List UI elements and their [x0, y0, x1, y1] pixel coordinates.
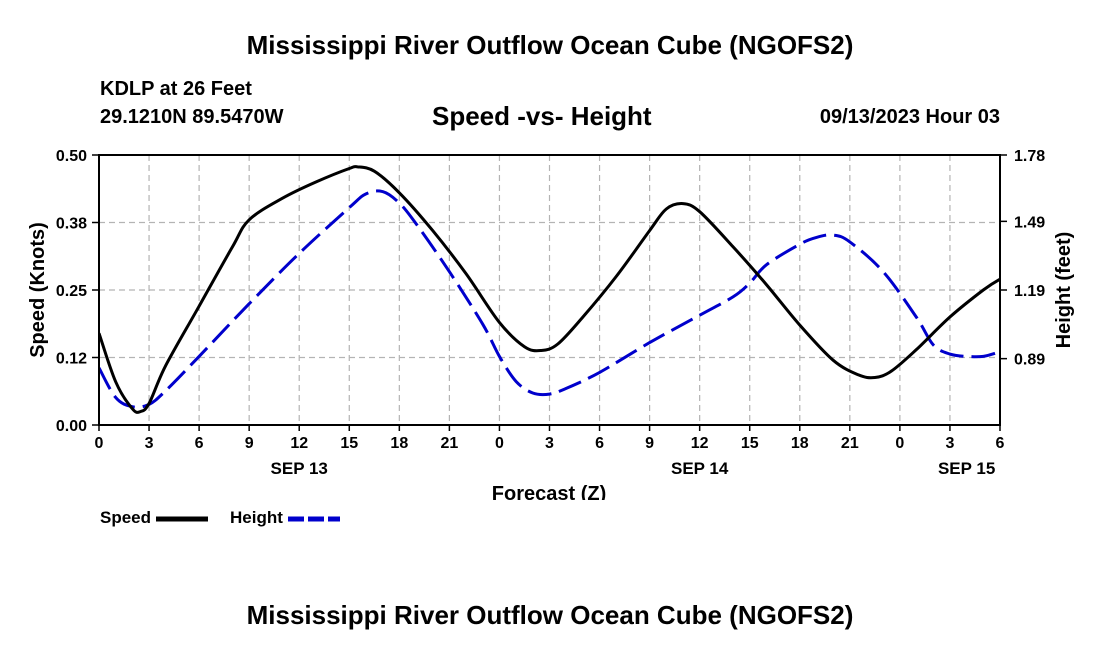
y-axis-label-left: Speed (Knots) [27, 222, 49, 358]
y-tick-label-right: 1.49 [1014, 214, 1045, 231]
y-tick-label-left: 0.00 [56, 418, 87, 435]
y-tick-label-left: 0.38 [56, 216, 87, 233]
station-coordinates: 29.1210N 89.5470W [100, 106, 284, 128]
date-label: SEP 15 [938, 459, 995, 478]
y-tick-label-left: 0.25 [56, 283, 87, 300]
x-axis-label: Forecast (Z) [492, 483, 606, 500]
x-tick-label: 12 [691, 435, 709, 452]
legend-height-swatch [287, 516, 340, 522]
y-tick-label-left: 0.50 [56, 148, 87, 165]
y-tick-label-right: 1.19 [1014, 283, 1045, 300]
legend-speed: Speed [100, 508, 208, 528]
x-tick-label: 18 [791, 435, 809, 452]
x-tick-label: 3 [945, 435, 954, 452]
x-tick-label: 9 [245, 435, 254, 452]
x-tick-label: 6 [996, 435, 1005, 452]
date-label: SEP 13 [271, 459, 328, 478]
speed-series-line [99, 165, 1000, 414]
x-tick-label: 0 [895, 435, 904, 452]
x-tick-label: 9 [645, 435, 654, 452]
x-tick-label: 6 [195, 435, 204, 452]
x-tick-label: 12 [290, 435, 308, 452]
date-label: SEP 14 [671, 459, 729, 478]
x-tick-label: 15 [741, 435, 759, 452]
grid-lines [99, 154, 1000, 425]
x-tick-label: 0 [495, 435, 504, 452]
x-tick-label: 3 [145, 435, 154, 452]
x-tick-label: 3 [545, 435, 554, 452]
chart-main-title-repeat: Mississippi River Outflow Ocean Cube (NG… [246, 600, 854, 630]
data-series [99, 165, 1000, 414]
x-tick-label: 18 [390, 435, 408, 452]
legend-speed-label: Speed [100, 508, 152, 527]
y-tick-label-left: 0.12 [56, 351, 87, 368]
chart-main-title: Mississippi River Outflow Ocean Cube (NG… [246, 30, 854, 60]
x-tick-label: 21 [440, 435, 458, 452]
y-tick-label-right: 1.78 [1014, 148, 1045, 165]
axes: 0 3 6 9 12 15 18 21 0 3 6 9 12 15 18 21 0 3 6 SEP 13 SEP 14 S… [56, 148, 1045, 478]
legend-height-label: Height [230, 508, 283, 527]
legend-speed-swatch [155, 516, 208, 522]
x-tick-label: 21 [841, 435, 859, 452]
height-series-line [99, 189, 1000, 409]
x-tick-label: 6 [595, 435, 604, 452]
x-tick-label: 0 [95, 435, 104, 452]
speed-height-chart: 0 3 6 9 12 15 18 21 0 3 6 9 12 15 18 21 0 3 6 SEP 13 SEP 14 S… [27, 148, 1075, 500]
y-axis-label-right: Height (feet) [1053, 232, 1075, 349]
forecast-datetime: 09/13/2023 Hour 03 [819, 106, 1000, 128]
y-tick-label-right: 0.89 [1014, 352, 1045, 369]
station-label: KDLP at 26 Feet [100, 78, 252, 100]
x-tick-label: 15 [340, 435, 358, 452]
chart-subtitle: Speed -vs- Height [432, 101, 652, 131]
legend-height: Height [230, 508, 340, 528]
